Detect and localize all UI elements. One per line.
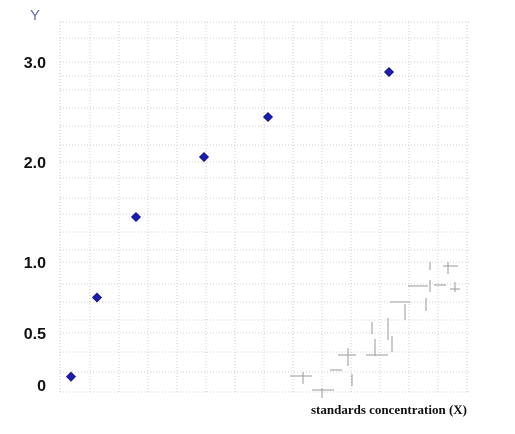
data-point bbox=[198, 151, 210, 163]
plot-grid bbox=[59, 21, 470, 393]
data-points bbox=[65, 66, 395, 382]
y-tick-label: 2.0 bbox=[24, 155, 46, 172]
y-tick-label: 3.0 bbox=[24, 55, 46, 72]
y-tick-labels: 3.0 2.0 1.0 0.5 0 bbox=[24, 55, 46, 395]
y-tick-label: 0 bbox=[37, 378, 46, 395]
y-axis-label: Y bbox=[30, 7, 40, 24]
x-axis-label: standards concentration (X) bbox=[311, 402, 467, 417]
data-point bbox=[383, 66, 395, 78]
data-point bbox=[130, 211, 142, 223]
y-tick-label: 0.5 bbox=[24, 326, 46, 343]
data-point bbox=[262, 111, 274, 123]
data-point bbox=[91, 292, 103, 303]
data-point bbox=[65, 371, 77, 382]
faint-grid-artifacts bbox=[290, 262, 460, 398]
y-tick-label: 1.0 bbox=[24, 255, 46, 272]
